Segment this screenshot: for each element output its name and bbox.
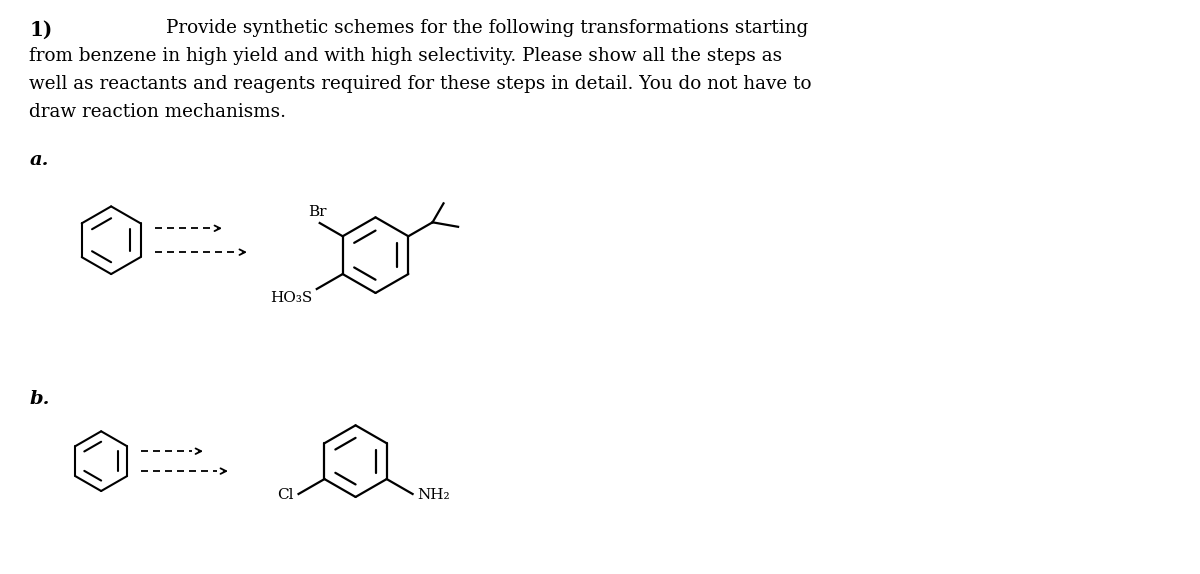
- Text: NH₂: NH₂: [418, 488, 450, 502]
- Text: draw reaction mechanisms.: draw reaction mechanisms.: [29, 103, 287, 121]
- Text: well as reactants and reagents required for these steps in detail. You do not ha: well as reactants and reagents required …: [29, 75, 812, 93]
- Text: HO₃S: HO₃S: [270, 291, 313, 305]
- Text: Br: Br: [308, 205, 326, 219]
- Text: b.: b.: [29, 390, 49, 408]
- Text: from benzene in high yield and with high selectivity. Please show all the steps : from benzene in high yield and with high…: [29, 47, 782, 65]
- Text: 1): 1): [29, 20, 53, 39]
- Text: Provide synthetic schemes for the following transformations starting: Provide synthetic schemes for the follow…: [166, 20, 809, 37]
- Text: a.: a.: [29, 150, 49, 169]
- Text: Cl: Cl: [277, 488, 294, 502]
